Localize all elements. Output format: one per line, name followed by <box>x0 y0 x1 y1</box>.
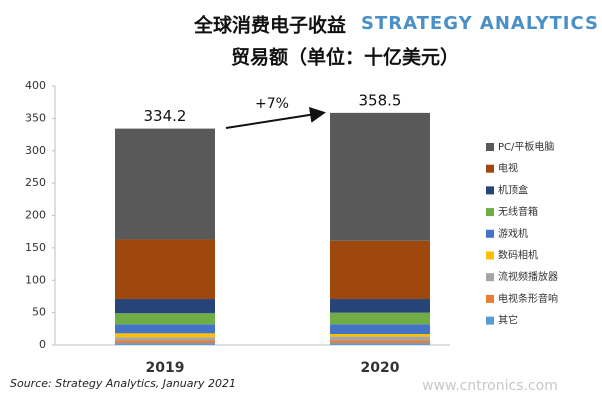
bar-segment <box>115 333 215 338</box>
bar-segment <box>330 112 430 241</box>
bar-segment <box>330 340 430 344</box>
y-tick-label: 100 <box>25 273 46 286</box>
y-tick-label: 50 <box>32 306 46 319</box>
x-tick-label: 2020 <box>361 360 400 376</box>
legend-label: PC/平板电脑 <box>498 140 554 153</box>
legend-swatch <box>486 164 494 173</box>
bar-segment <box>330 240 430 300</box>
legend-swatch <box>486 186 494 195</box>
y-tick-label: 150 <box>25 241 46 254</box>
legend-label: 其它 <box>498 314 518 327</box>
y-tick-label: 250 <box>25 176 46 189</box>
bar-segment <box>115 340 215 344</box>
logo: STRATEGY ANALYTICS <box>361 13 599 34</box>
source: Source: Strategy Analytics, January 2021 <box>10 377 236 390</box>
legend-label: 电视 <box>498 162 518 175</box>
bar-segment <box>115 324 215 334</box>
y-tick-label: 0 <box>39 338 46 351</box>
legend-swatch <box>486 273 494 282</box>
bar-segment <box>330 333 430 337</box>
legend-swatch <box>486 251 494 260</box>
bar-segment <box>115 128 215 240</box>
bar-segment <box>115 337 215 341</box>
legend-label: 数码相机 <box>498 249 538 262</box>
annotation: +7% <box>255 96 289 112</box>
y-tick-label: 350 <box>25 111 46 124</box>
bar-segment <box>330 312 430 325</box>
watermark: www.cntronics.com <box>422 378 558 394</box>
bar-segment <box>115 313 215 325</box>
legend-label: 流视频播放器 <box>498 270 558 283</box>
bar-segment <box>115 299 215 314</box>
legend-label: 无线音箱 <box>498 205 538 218</box>
bar-segment <box>330 336 430 341</box>
legend-swatch <box>486 208 494 217</box>
arrow <box>225 106 326 129</box>
chart-subtitle: 贸易额（单位：十亿美元） <box>231 46 459 69</box>
bar-segment <box>115 343 215 345</box>
bar-segment <box>330 343 430 345</box>
legend-label: 电视条形音响 <box>498 292 558 305</box>
bar-segment <box>330 299 430 313</box>
y-tick-label: 200 <box>25 209 46 222</box>
legend-label: 机顶盒 <box>498 183 528 196</box>
y-tick-label: 300 <box>25 144 46 157</box>
bar-segment <box>330 324 430 334</box>
legend-swatch <box>486 143 494 151</box>
legend-label: 游戏机 <box>498 227 528 240</box>
total-label: 358.5 <box>359 91 402 109</box>
x-tick-label: 2019 <box>146 360 185 376</box>
chart-title: 全球消费电子收益 <box>193 14 346 37</box>
legend-swatch <box>486 229 494 238</box>
legend-swatch <box>486 294 494 303</box>
total-label: 334.2 <box>144 107 187 125</box>
y-tick-label: 400 <box>25 79 46 92</box>
legend-swatch <box>486 316 494 325</box>
bar-segment <box>115 239 215 300</box>
